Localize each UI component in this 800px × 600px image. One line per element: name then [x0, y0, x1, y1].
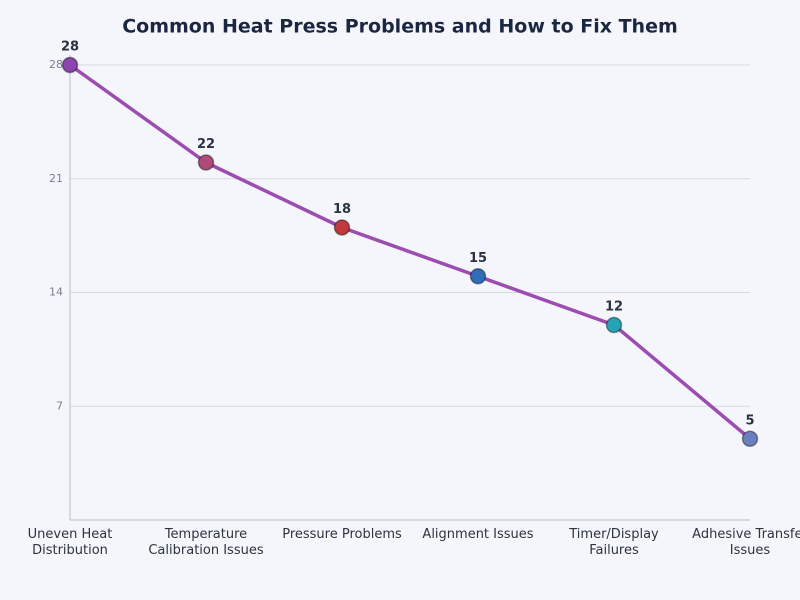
- point: [469, 268, 487, 285]
- data-label: 5: [745, 413, 754, 428]
- y-tick-label: 21: [49, 172, 63, 185]
- y-tick-label: 7: [56, 399, 63, 412]
- x-tick-label: Adhesive Transfer Issues: [692, 527, 800, 558]
- point: [333, 219, 351, 236]
- data-label: 22: [197, 137, 215, 152]
- line: [68, 63, 752, 441]
- data-label: 15: [469, 251, 487, 266]
- data-label: 28: [61, 40, 79, 55]
- x-tick-label: Alignment Issues: [422, 527, 534, 542]
- chart-title: Common Heat Press Problems and How to Fi…: [122, 16, 678, 38]
- x-tick-label: Pressure Problems: [282, 527, 402, 542]
- x-tick-label: Uneven Heat Distribution: [27, 527, 113, 558]
- data-label: 12: [605, 300, 623, 315]
- y-tick-label: 28: [49, 58, 63, 71]
- x-tick-label: Temperature Calibration Issues: [148, 527, 264, 558]
- point: [197, 154, 215, 171]
- point: [61, 56, 79, 74]
- x-tick-label: Timer/Display Failures: [569, 527, 659, 558]
- data-label: 18: [333, 202, 351, 217]
- point: [741, 430, 759, 447]
- y-tick-label: 14: [49, 286, 63, 299]
- point: [605, 316, 623, 334]
